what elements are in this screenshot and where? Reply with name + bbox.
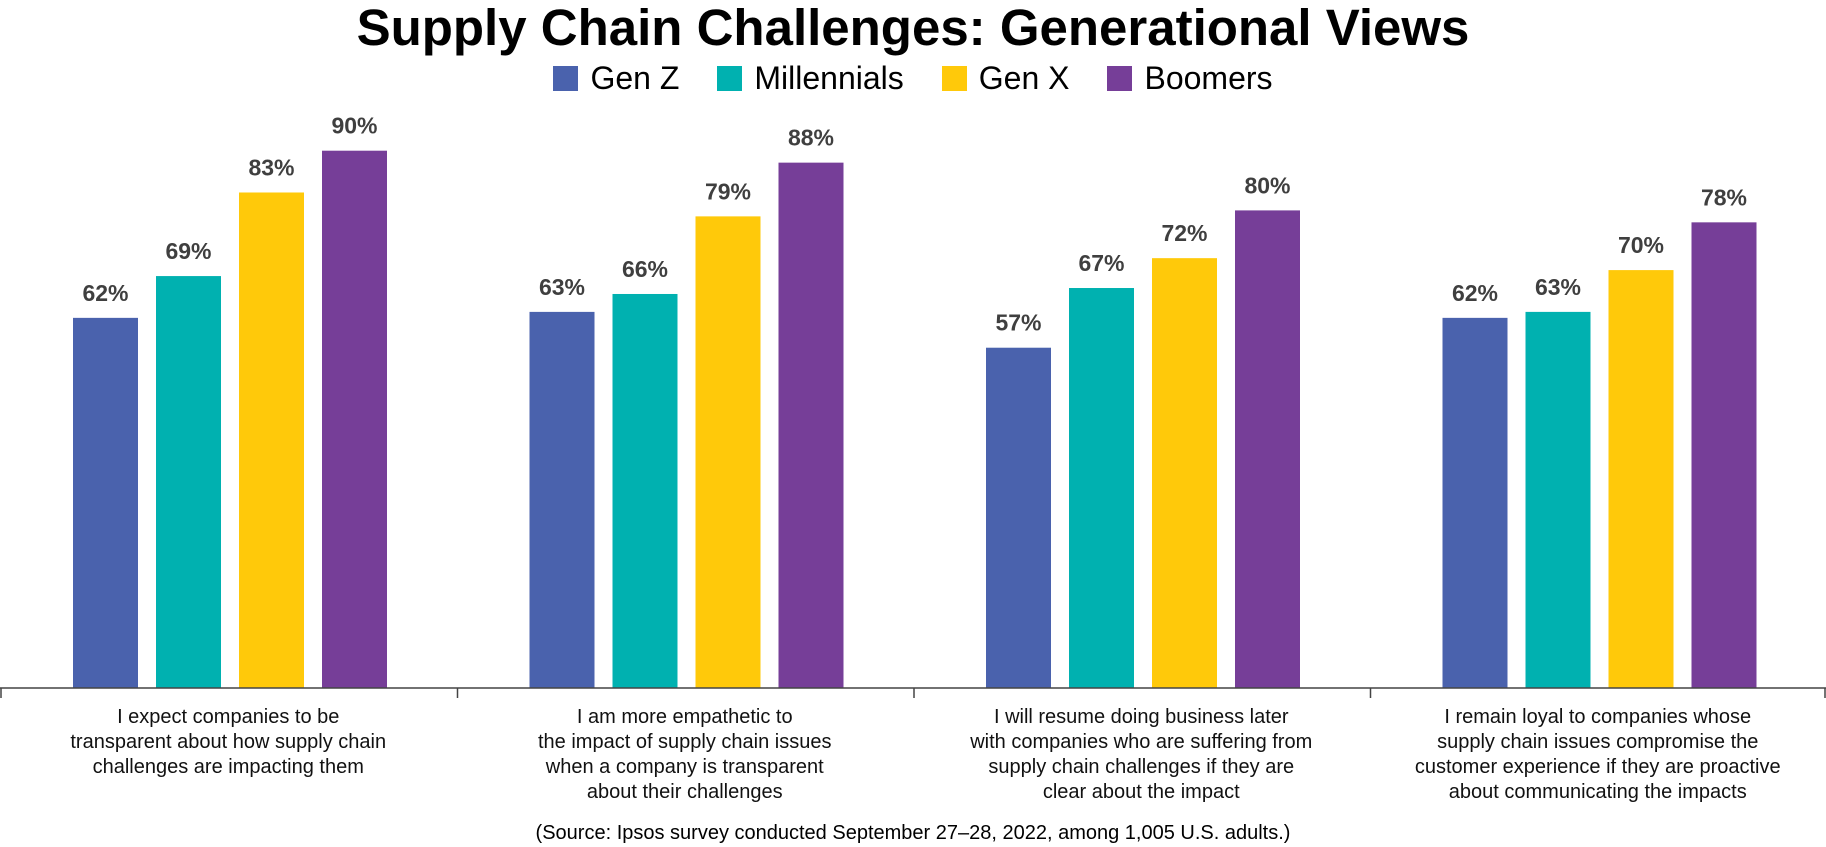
legend-swatch-gen-x: [941, 65, 967, 91]
bar-gen-x-1: [239, 192, 304, 689]
data-label: 78%: [1701, 184, 1747, 210]
data-label: 70%: [1618, 232, 1664, 258]
data-label: 79%: [705, 178, 751, 204]
bar-gen-x-2: [695, 216, 761, 688]
x-tick-label: I expect companies to be transparent abou…: [70, 706, 386, 778]
x-tick-label: I will resume doing business later with c…: [969, 706, 1312, 803]
source-note: (Source: Ipsos survey conducted Septembe…: [535, 822, 1291, 844]
bar-boomers-3: [1235, 210, 1300, 688]
x-tick-label-line: clear about the impact: [1043, 781, 1240, 803]
bar-boomers-1: [322, 150, 387, 688]
legend-label: Millennials: [754, 59, 904, 96]
bar-gen-z-4: [1442, 317, 1508, 688]
data-label: 57%: [995, 310, 1041, 336]
x-tick-label-line: I remain loyal to companies whose: [1444, 706, 1751, 728]
legend-swatch-gen-z: [553, 65, 579, 91]
data-label: 72%: [1161, 220, 1207, 246]
chart-title: Supply Chain Challenges: Generational Vi…: [356, 0, 1470, 56]
data-label: 63%: [539, 274, 585, 300]
bar-gen-z-3: [986, 347, 1051, 688]
bar-gen-z-1: [73, 317, 138, 688]
bar-boomers-2: [778, 162, 844, 688]
x-tick-label: I remain loyal to companies whose supply …: [1415, 706, 1781, 803]
bar-gen-z-2: [529, 311, 595, 688]
x-tick-label-line: I will resume doing business later: [994, 706, 1289, 728]
data-label: 66%: [622, 256, 668, 282]
x-tick-label-line: I am more empathetic to: [577, 706, 793, 728]
x-tick-label-line: when a company is transparent: [545, 756, 824, 778]
bar-gen-x-4: [1608, 270, 1674, 688]
legend-label: Boomers: [1144, 59, 1273, 96]
legend: Gen Z Millennials Gen X Boomers: [0, 56, 1826, 100]
bar-boomers-4: [1691, 222, 1757, 688]
x-tick-label-line: about communicating the impacts: [1449, 781, 1747, 803]
data-label: 67%: [1078, 250, 1124, 276]
legend-label: Gen X: [978, 59, 1070, 96]
x-tick-label-line: about their challenges: [587, 781, 783, 803]
legend-item-gen-x: Gen X: [941, 59, 1070, 97]
x-tick-label-line: with companies who are suffering from: [969, 731, 1312, 753]
x-tick-label-line: supply chain challenges if they are: [988, 756, 1294, 778]
bar-gen-x-3: [1152, 258, 1217, 688]
x-tick-label-line: supply chain issues compromise the: [1437, 731, 1758, 753]
x-tick-label-line: challenges are impacting them: [93, 756, 364, 778]
data-label: 62%: [82, 280, 128, 306]
data-label: 90%: [331, 113, 377, 139]
x-tick-label-line: customer experience if they are proactiv…: [1415, 756, 1781, 778]
x-tick-label-line: the impact of supply chain issues: [538, 731, 832, 753]
legend-swatch-millennials: [717, 65, 743, 91]
data-label: 62%: [1452, 280, 1498, 306]
bar-millennials-3: [1069, 288, 1134, 688]
data-label: 88%: [788, 125, 834, 151]
x-tick-label: I am more empathetic to the impact of sup…: [538, 706, 832, 803]
data-label: 83%: [248, 154, 294, 180]
legend-item-millennials: Millennials: [717, 59, 904, 97]
bar-millennials-2: [612, 293, 678, 688]
data-label: 80%: [1244, 172, 1290, 198]
data-label: 63%: [1535, 274, 1581, 300]
legend-item-gen-z: Gen Z: [553, 60, 679, 97]
x-tick-label-line: I expect companies to be: [117, 706, 339, 728]
x-tick-label-line: transparent about how supply chain: [70, 731, 386, 753]
data-label: 69%: [165, 238, 211, 264]
legend-label: Gen Z: [590, 59, 680, 96]
bar-millennials-4: [1525, 311, 1591, 688]
legend-swatch-boomers: [1107, 65, 1133, 91]
bar-millennials-1: [156, 276, 221, 688]
legend-item-boomers: Boomers: [1107, 59, 1273, 97]
